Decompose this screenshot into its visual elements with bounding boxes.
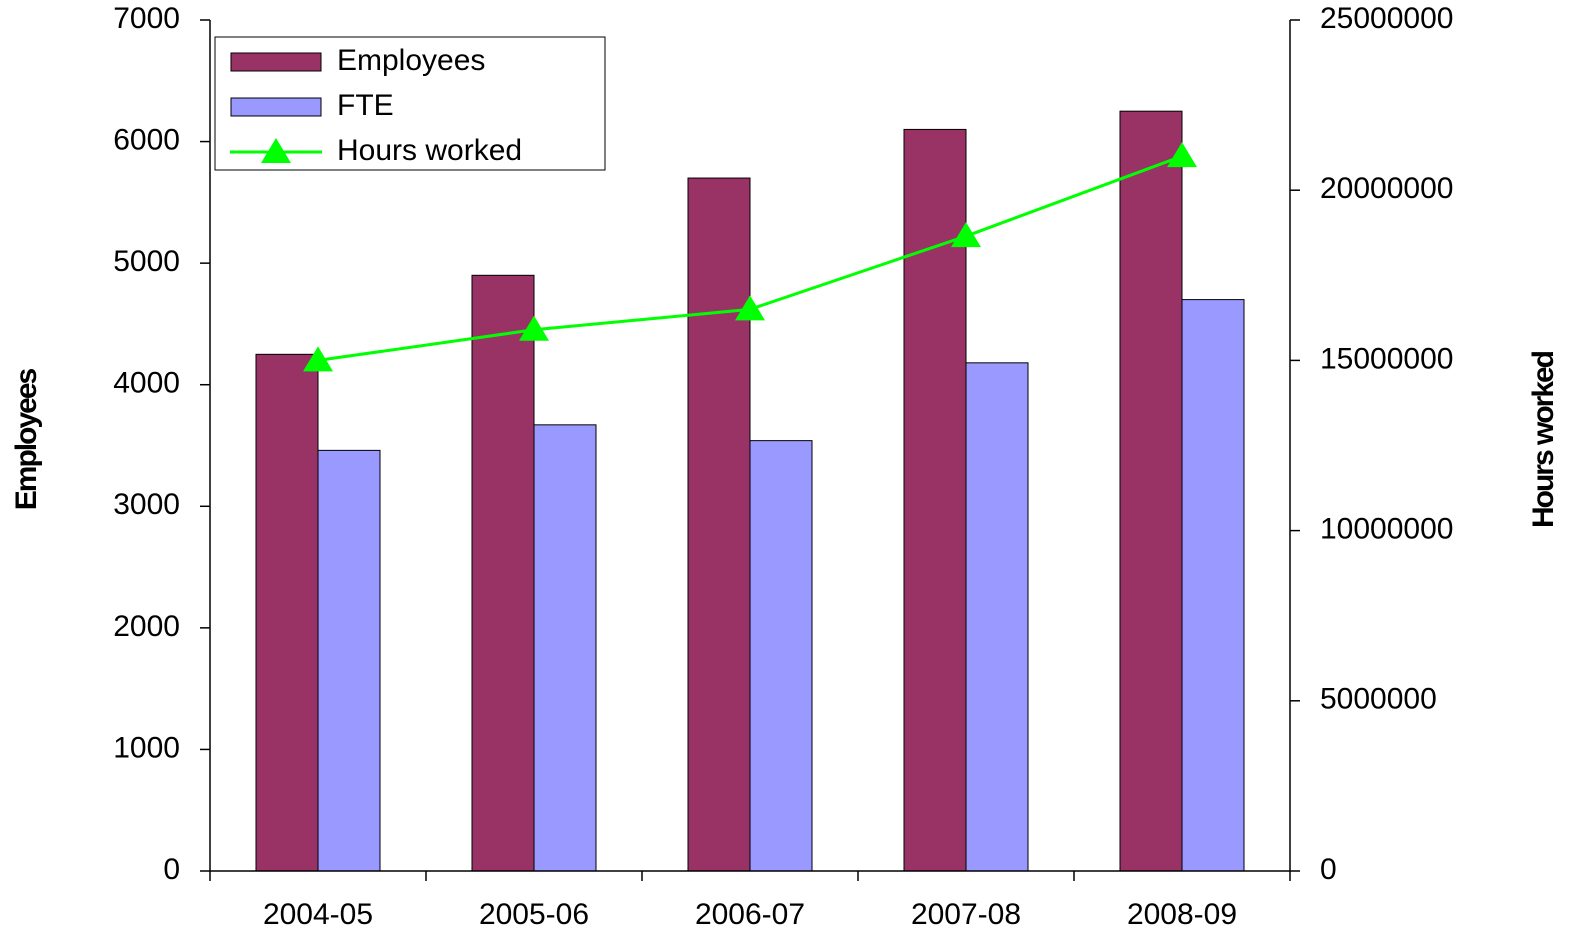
y-tick-label: 1000 (113, 731, 180, 764)
x-tick-label: 2007-08 (911, 898, 1021, 931)
marker (303, 346, 333, 372)
marker (1167, 142, 1197, 168)
bar (687, 177, 751, 872)
legend-swatch (230, 52, 322, 72)
legend-marker (261, 138, 291, 163)
marker (951, 222, 981, 248)
bar (317, 449, 381, 872)
y-tick-label: 2000 (113, 610, 180, 643)
y2-tick-label: 5000000 (1320, 683, 1437, 716)
y2-tick-label: 15000000 (1320, 342, 1453, 375)
x-tick-label: 2005-06 (479, 898, 589, 931)
legend-swatch (230, 97, 322, 117)
bar (471, 274, 535, 872)
y2-tick-label: 25000000 (1320, 2, 1453, 35)
x-tick-label: 2004-05 (263, 898, 373, 931)
y-tick-label: 5000 (113, 245, 180, 278)
y-tick-label: 6000 (113, 123, 180, 156)
y2-tick-label: 0 (1320, 853, 1337, 886)
y-tick-label: 0 (163, 853, 180, 886)
marker (519, 315, 549, 341)
x-tick-label: 2006-07 (695, 898, 805, 931)
y2-tick-label: 10000000 (1320, 513, 1453, 546)
y-tick-label: 3000 (113, 488, 180, 521)
legend-label: Employees (337, 44, 485, 77)
y2-tick-label: 20000000 (1320, 172, 1453, 205)
y-tick-label: 7000 (113, 2, 180, 35)
y2-axis-label: Hours worked (1527, 351, 1560, 528)
y-axis-label: Employees (10, 368, 43, 510)
bar (1181, 299, 1245, 872)
y-tick-label: 4000 (113, 367, 180, 400)
legend-label: Hours worked (337, 134, 522, 167)
legend-label: FTE (337, 89, 394, 122)
bar (749, 440, 813, 872)
bar (255, 353, 319, 872)
marker (735, 295, 765, 321)
bar (533, 424, 597, 872)
bar (1119, 110, 1183, 872)
x-tick-label: 2008-09 (1127, 898, 1237, 931)
bar (965, 362, 1029, 872)
